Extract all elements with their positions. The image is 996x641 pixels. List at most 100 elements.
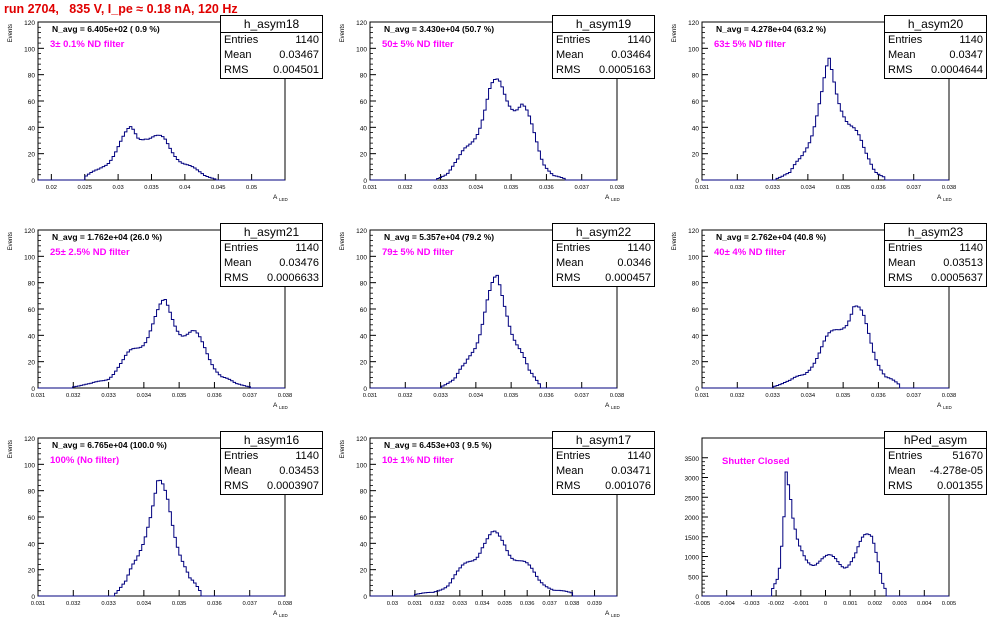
x-axis-title-sub: LED <box>943 197 953 202</box>
y-tick-label: 100 <box>356 46 367 53</box>
y-tick-label: 120 <box>688 228 699 235</box>
y-axis-title: Events <box>340 232 346 250</box>
x-tick-label: 0.033 <box>765 185 780 191</box>
y-axis-title: Events <box>672 24 678 42</box>
filter-note: 79± 5% ND filter <box>382 247 454 258</box>
x-axis-title: A <box>273 610 278 617</box>
x-tick-label: 0.037 <box>574 393 589 399</box>
x-tick-label: 0.003 <box>892 601 907 607</box>
x-tick-label: 0.036 <box>539 393 554 399</box>
y-tick-label: 40 <box>28 541 36 548</box>
x-tick-label: 0.004 <box>917 601 932 607</box>
x-tick-label: 0.05 <box>246 185 257 191</box>
y-tick-label: 80 <box>360 489 368 496</box>
histogram-title: h_asym20 <box>885 16 986 33</box>
y-axis-title: Events <box>8 24 14 42</box>
x-tick-label: 0.034 <box>137 393 152 399</box>
y-tick-label: 0 <box>31 178 35 185</box>
histogram-plot: 0 20 40 60 80 100 120 0.031 0.032 0.033 0.034 0.035… <box>340 20 624 202</box>
histogram-series <box>38 126 285 181</box>
y-tick-label: 0 <box>31 386 35 393</box>
histogram-plot: 0 20 40 60 80 100 120 0.031 0.032 0.033 0.034 0.035… <box>8 228 292 410</box>
stat-mean: Mean 0.0347 <box>888 49 983 61</box>
x-tick-label: 0.031 <box>408 601 423 607</box>
x-axis-title-sub: LED <box>279 405 289 410</box>
n-avg-label: N_avg = 6.453e+03 ( 9.5 %) <box>384 440 492 450</box>
y-tick-label: 0 <box>363 594 367 601</box>
n-avg-label: N_avg = 1.762e+04 (26.0 %) <box>52 232 163 242</box>
stat-mean: Mean 0.03453 <box>224 465 319 477</box>
stat-box: h_asym19 Entries 1140 Mean 0.03464 RMS 0.00051… <box>552 15 655 79</box>
y-tick-label: 20 <box>360 360 368 367</box>
x-tick-label: 0.038 <box>610 393 625 399</box>
y-axis-title: Events <box>8 232 14 250</box>
x-tick-label: 0.034 <box>801 185 816 191</box>
stat-entries: Entries 1140 <box>888 242 983 254</box>
y-tick-label: 120 <box>356 436 367 443</box>
histogram-panel-h_asym23: 0 20 40 60 80 100 120 0.031 0.032 0.033 0.034 0.035… <box>664 223 996 433</box>
y-tick-label: 120 <box>356 20 367 27</box>
x-tick-label: 0.039 <box>587 601 602 607</box>
y-tick-label: 80 <box>360 73 368 80</box>
y-tick-label: 120 <box>24 20 35 27</box>
histogram-series <box>370 274 617 389</box>
histogram-series <box>702 305 949 389</box>
stat-rms: RMS 0.0004644 <box>888 64 983 76</box>
filter-note: 40± 4% ND filter <box>714 247 786 258</box>
histogram-series <box>38 299 285 389</box>
y-tick-label: 60 <box>360 515 368 522</box>
x-tick-label: 0.032 <box>730 185 745 191</box>
stat-mean: Mean 0.03476 <box>224 257 319 269</box>
stat-box: hPed_asym Entries 51670 Mean -4.278e-05 RMS 0.… <box>884 431 987 495</box>
stat-box: h_asym21 Entries 1140 Mean 0.03476 RMS 0.00066… <box>220 223 323 287</box>
y-tick-label: 20 <box>692 152 700 159</box>
histogram-title: h_asym21 <box>221 224 322 241</box>
y-tick-label: 60 <box>28 307 36 314</box>
x-tick-label: 0.04 <box>179 185 191 191</box>
x-axis-title: A <box>605 194 610 201</box>
x-tick-label: 0.031 <box>31 601 46 607</box>
y-tick-label: 60 <box>692 99 700 106</box>
stat-entries: Entries 51670 <box>888 450 983 462</box>
stat-entries: Entries 1140 <box>224 34 319 46</box>
x-tick-label: 0.033 <box>765 393 780 399</box>
x-tick-label: 0.038 <box>278 601 293 607</box>
y-tick-label: 40 <box>360 125 368 132</box>
x-tick-label: 0.031 <box>363 393 378 399</box>
y-tick-label: 80 <box>360 281 368 288</box>
y-tick-label: 1000 <box>685 555 700 562</box>
x-tick-label: 0.032 <box>398 185 413 191</box>
x-tick-label: 0.036 <box>871 393 886 399</box>
stat-entries: Entries 1140 <box>556 450 651 462</box>
histogram-plot: 0 20 40 60 80 100 120 0.031 0.032 0.033 0.034 0.035… <box>8 436 293 618</box>
y-tick-label: 120 <box>688 20 699 27</box>
x-tick-label: 0.035 <box>504 393 519 399</box>
y-tick-label: 500 <box>688 574 699 581</box>
x-tick-label: 0.032 <box>398 393 413 399</box>
y-tick-label: 80 <box>692 73 700 80</box>
histogram-series <box>702 471 949 597</box>
stat-rms: RMS 0.0006633 <box>224 272 319 284</box>
y-tick-label: 120 <box>24 436 35 443</box>
y-axis-title: Events <box>8 440 14 458</box>
stat-box: h_asym16 Entries 1140 Mean 0.03453 RMS 0.00039… <box>220 431 323 495</box>
y-tick-label: 60 <box>28 515 36 522</box>
histogram-panel-hPed_asym: 0 500 1000 1500 2000 2500 3000 3500 -0.005 -0.004… <box>664 431 996 641</box>
x-tick-label: 0.033 <box>453 601 468 607</box>
y-tick-label: 0 <box>363 178 367 185</box>
stat-mean: Mean 0.0346 <box>556 257 651 269</box>
x-tick-label: 0.032 <box>730 393 745 399</box>
x-tick-label: 0.031 <box>695 393 710 399</box>
histogram-panel-h_asym16: 0 20 40 60 80 100 120 0.031 0.032 0.033 0.034 0.035… <box>0 431 332 641</box>
n-avg-label: N_avg = 6.765e+04 (100.0 %) <box>52 440 167 450</box>
x-tick-label: 0.032 <box>66 393 81 399</box>
y-tick-label: 80 <box>692 281 700 288</box>
x-axis-title-sub: LED <box>279 613 289 618</box>
n-avg-label: N_avg = 4.278e+04 (63.2 %) <box>716 24 827 34</box>
y-tick-label: 100 <box>24 254 35 261</box>
stat-entries: Entries 1140 <box>556 242 651 254</box>
y-tick-label: 0 <box>695 178 699 185</box>
histogram-series <box>370 78 617 181</box>
x-tick-label: 0.036 <box>520 601 535 607</box>
x-tick-label: 0.002 <box>868 601 883 607</box>
